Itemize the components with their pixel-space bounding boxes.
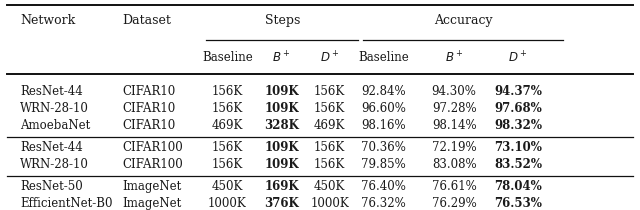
Text: 109K: 109K — [264, 102, 299, 115]
Text: Steps: Steps — [264, 14, 300, 27]
Text: 76.61%: 76.61% — [432, 180, 477, 193]
Text: 1000K: 1000K — [310, 197, 349, 210]
Text: 83.08%: 83.08% — [432, 158, 476, 171]
Text: 97.28%: 97.28% — [432, 102, 476, 115]
Text: 76.32%: 76.32% — [362, 197, 406, 210]
Text: 156K: 156K — [212, 102, 243, 115]
Text: $D^+$: $D^+$ — [320, 50, 339, 66]
Text: 92.84%: 92.84% — [362, 85, 406, 98]
Text: EfficientNet-B0: EfficientNet-B0 — [20, 197, 113, 210]
Text: $B^+$: $B^+$ — [445, 50, 463, 66]
Text: 70.36%: 70.36% — [362, 141, 406, 154]
Text: 94.30%: 94.30% — [431, 85, 477, 98]
Text: $D^+$: $D^+$ — [508, 50, 528, 66]
Text: AmoebaNet: AmoebaNet — [20, 119, 90, 133]
Text: 73.10%: 73.10% — [494, 141, 542, 154]
Text: 96.60%: 96.60% — [362, 102, 406, 115]
Text: CIFAR100: CIFAR100 — [122, 158, 183, 171]
Text: 156K: 156K — [314, 158, 345, 171]
Text: 76.29%: 76.29% — [432, 197, 477, 210]
Text: 156K: 156K — [314, 141, 345, 154]
Text: 156K: 156K — [212, 158, 243, 171]
Text: 469K: 469K — [314, 119, 345, 133]
Text: 72.19%: 72.19% — [432, 141, 476, 154]
Text: CIFAR10: CIFAR10 — [122, 85, 175, 98]
Text: Baseline: Baseline — [358, 51, 409, 64]
Text: ResNet-50: ResNet-50 — [20, 180, 83, 193]
Text: 98.16%: 98.16% — [362, 119, 406, 133]
Text: CIFAR10: CIFAR10 — [122, 102, 175, 115]
Text: ResNet-44: ResNet-44 — [20, 85, 83, 98]
Text: 109K: 109K — [264, 158, 299, 171]
Text: ResNet-44: ResNet-44 — [20, 141, 83, 154]
Text: 328K: 328K — [264, 119, 299, 133]
Text: Baseline: Baseline — [202, 51, 253, 64]
Text: 450K: 450K — [212, 180, 243, 193]
Text: Accuracy: Accuracy — [434, 14, 492, 27]
Text: 109K: 109K — [264, 85, 299, 98]
Text: CIFAR10: CIFAR10 — [122, 119, 175, 133]
Text: Network: Network — [20, 14, 75, 27]
Text: 83.52%: 83.52% — [494, 158, 542, 171]
Text: ImageNet: ImageNet — [122, 180, 181, 193]
Text: Dataset: Dataset — [122, 14, 171, 27]
Text: 156K: 156K — [314, 102, 345, 115]
Text: 169K: 169K — [264, 180, 299, 193]
Text: 156K: 156K — [314, 85, 345, 98]
Text: 469K: 469K — [212, 119, 243, 133]
Text: 94.37%: 94.37% — [494, 85, 542, 98]
Text: CIFAR100: CIFAR100 — [122, 141, 183, 154]
Text: 156K: 156K — [212, 141, 243, 154]
Text: 98.32%: 98.32% — [494, 119, 542, 133]
Text: 376K: 376K — [264, 197, 299, 210]
Text: 76.53%: 76.53% — [494, 197, 542, 210]
Text: $B^+$: $B^+$ — [273, 50, 291, 66]
Text: WRN-28-10: WRN-28-10 — [20, 158, 89, 171]
Text: 156K: 156K — [212, 85, 243, 98]
Text: 450K: 450K — [314, 180, 345, 193]
Text: 76.40%: 76.40% — [362, 180, 406, 193]
Text: WRN-28-10: WRN-28-10 — [20, 102, 89, 115]
Text: 109K: 109K — [264, 141, 299, 154]
Text: 98.14%: 98.14% — [432, 119, 476, 133]
Text: 97.68%: 97.68% — [494, 102, 542, 115]
Text: 1000K: 1000K — [208, 197, 247, 210]
Text: 78.04%: 78.04% — [494, 180, 542, 193]
Text: 79.85%: 79.85% — [362, 158, 406, 171]
Text: ImageNet: ImageNet — [122, 197, 181, 210]
